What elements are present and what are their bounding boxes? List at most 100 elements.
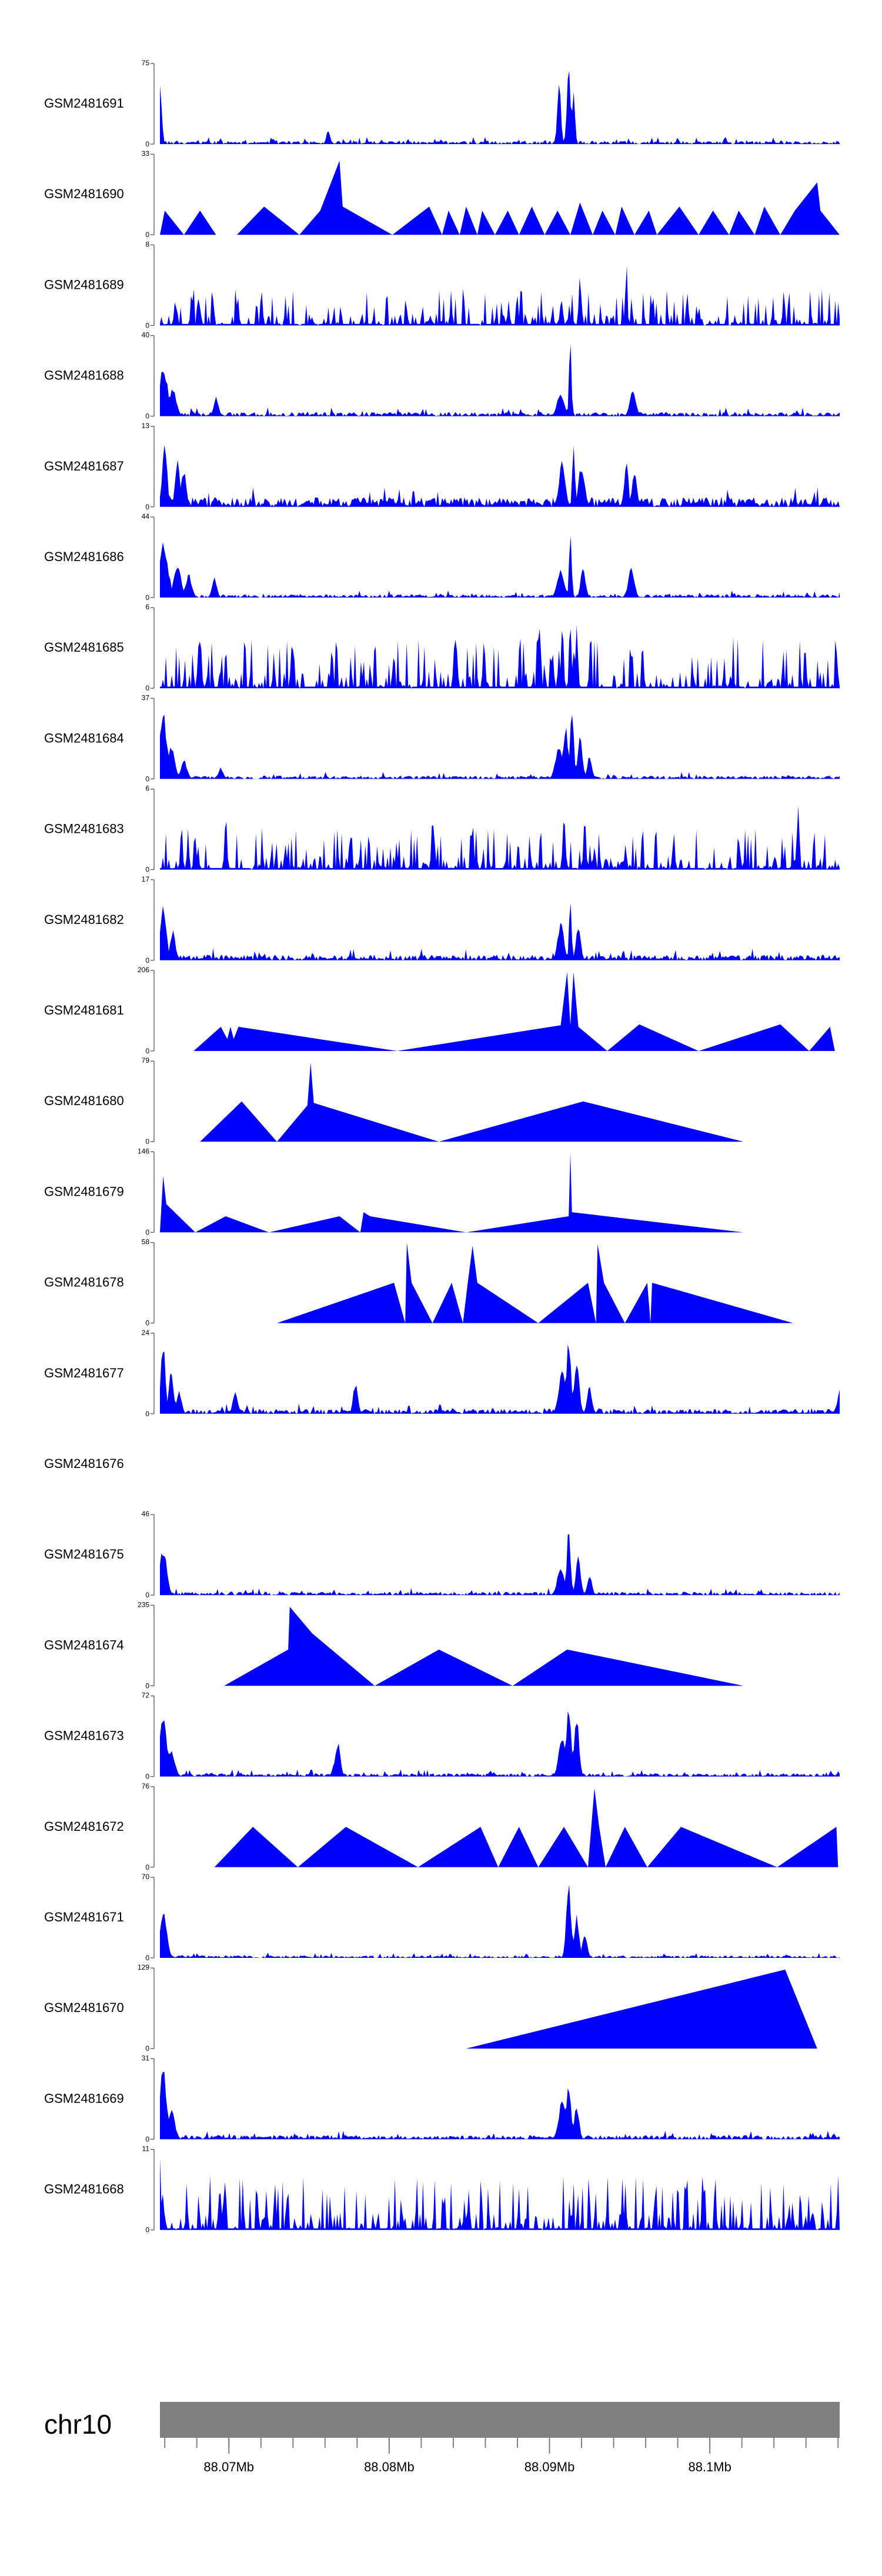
y-min-label: 0 [145,1681,149,1690]
track-GSM2481672: GSM2481672 76 0 [44,1782,838,1871]
coverage-area [160,71,840,144]
coverage-area [160,806,840,870]
y-max-label: 13 [142,422,150,430]
track-GSM2481687: GSM2481687 13 0 [44,422,840,511]
track-label: GSM2481679 [44,1184,124,1199]
coverage-area [214,1788,838,1867]
y-min-label: 0 [145,1137,149,1146]
coverage-area [160,903,840,960]
coverage-area [160,625,840,689]
track-GSM2481671: GSM2481671 70 0 [44,1873,840,1962]
y-max-label: 46 [142,1510,150,1518]
track-label: GSM2481684 [44,730,124,745]
y-max-label: 6 [145,603,149,611]
y-max-label: 75 [142,59,150,67]
track-GSM2481670: GSM2481670 129 0 [44,1963,817,2053]
track-label: GSM2481670 [44,2000,124,2015]
axis-ticks: 88.07Mb 88.08Mb 88.09Mb 88.1Mb [164,2437,839,2474]
track-GSM2481689: GSM2481689 8 0 [44,240,840,329]
y-max-label: 17 [142,875,150,883]
track-GSM2481691: GSM2481691 75 0 [44,59,840,148]
y-max-label: 44 [142,512,150,520]
axis-tick-label: 88.1Mb [688,2460,731,2474]
y-min-label: 0 [145,2135,149,2143]
y-min-label: 0 [145,2044,149,2053]
track-label: GSM2481688 [44,368,124,383]
y-min-label: 0 [145,956,149,965]
genome-axis: chr10 88.07Mb 88.08Mb 88.09Mb 88.1Mb [44,2402,840,2474]
coverage-area [160,1711,840,1777]
axis-tick-label: 88.09Mb [524,2460,575,2474]
coverage-area [160,2071,840,2140]
y-max-label: 72 [142,1691,150,1700]
y-max-label: 37 [142,693,150,702]
track-GSM2481679: GSM2481679 146 0 [44,1147,744,1236]
track-label: GSM2481675 [44,1547,124,1561]
track-GSM2481676: GSM2481676 [44,1456,124,1471]
track-GSM2481675: GSM2481675 46 0 [44,1510,840,1599]
track-GSM2481683: GSM2481683 6 0 [44,785,840,874]
y-min-label: 0 [145,503,149,511]
data-tracks: GSM2481691750GSM2481690330GSM248168980GS… [44,59,840,2234]
y-min-label: 0 [145,593,149,602]
track-label: GSM2481690 [44,186,124,201]
y-max-label: 40 [142,331,150,339]
y-max-label: 24 [142,1329,150,1337]
coverage-area [193,972,835,1051]
track-GSM2481682: GSM2481682 17 0 [44,875,840,965]
coverage-area [277,1242,793,1323]
y-min-label: 0 [145,231,149,239]
track-label: GSM2481691 [44,96,124,111]
coverage-area [160,344,840,416]
y-min-label: 0 [145,1410,149,1418]
coverage-area [200,1062,744,1142]
y-min-label: 0 [145,140,149,148]
y-max-label: 70 [142,1873,150,1881]
track-label: GSM2481682 [44,912,124,927]
y-min-label: 0 [145,1591,149,1599]
y-max-label: 79 [142,1056,150,1065]
y-min-label: 0 [145,321,149,329]
track-label: GSM2481676 [44,1456,124,1471]
y-max-label: 146 [138,1147,149,1155]
track-GSM2481678: GSM2481678 58 0 [44,1238,793,1327]
y-max-label: 129 [138,1963,149,1971]
y-min-label: 0 [145,412,149,421]
y-max-label: 8 [145,240,149,248]
coverage-area [160,1534,840,1596]
coverage-area [160,1884,840,1958]
chromosome-label: chr10 [44,2409,112,2440]
track-GSM2481673: GSM2481673 72 0 [44,1691,840,1781]
chromosome-ideogram [160,2402,840,2437]
track-label: GSM2481669 [44,2091,124,2105]
track-label: GSM2481681 [44,1003,124,1017]
y-min-label: 0 [145,1319,149,1327]
track-label: GSM2481674 [44,1637,124,1652]
axis-tick-label: 88.07Mb [203,2460,254,2474]
coverage-area [160,1153,744,1233]
y-max-label: 11 [142,2145,150,2153]
track-GSM2481688: GSM2481688 40 0 [44,331,840,421]
y-min-label: 0 [145,2226,149,2234]
track-GSM2481681: GSM2481681 206 0 [44,966,835,1055]
y-min-label: 0 [145,1228,149,1236]
track-label: GSM2481672 [44,1819,124,1834]
track-GSM2481680: GSM2481680 79 0 [44,1056,744,1146]
track-label: GSM2481671 [44,1910,124,1924]
track-GSM2481685: GSM2481685 6 0 [44,603,840,692]
coverage-area [160,1344,840,1414]
track-label: GSM2481673 [44,1729,124,1743]
y-max-label: 235 [138,1600,149,1609]
track-label: GSM2481680 [44,1093,124,1108]
y-max-label: 76 [142,1782,150,1790]
y-min-label: 0 [145,1863,149,1871]
track-label: GSM2481668 [44,2182,124,2197]
track-GSM2481674: GSM2481674 235 0 [44,1600,744,1690]
track-GSM2481690: GSM2481690 33 0 [44,149,840,239]
axis-tick-label: 88.08Mb [364,2460,415,2474]
y-max-label: 206 [138,966,149,974]
track-label: GSM2481686 [44,549,124,564]
track-label: GSM2481687 [44,459,124,473]
track-label: GSM2481685 [44,640,124,655]
